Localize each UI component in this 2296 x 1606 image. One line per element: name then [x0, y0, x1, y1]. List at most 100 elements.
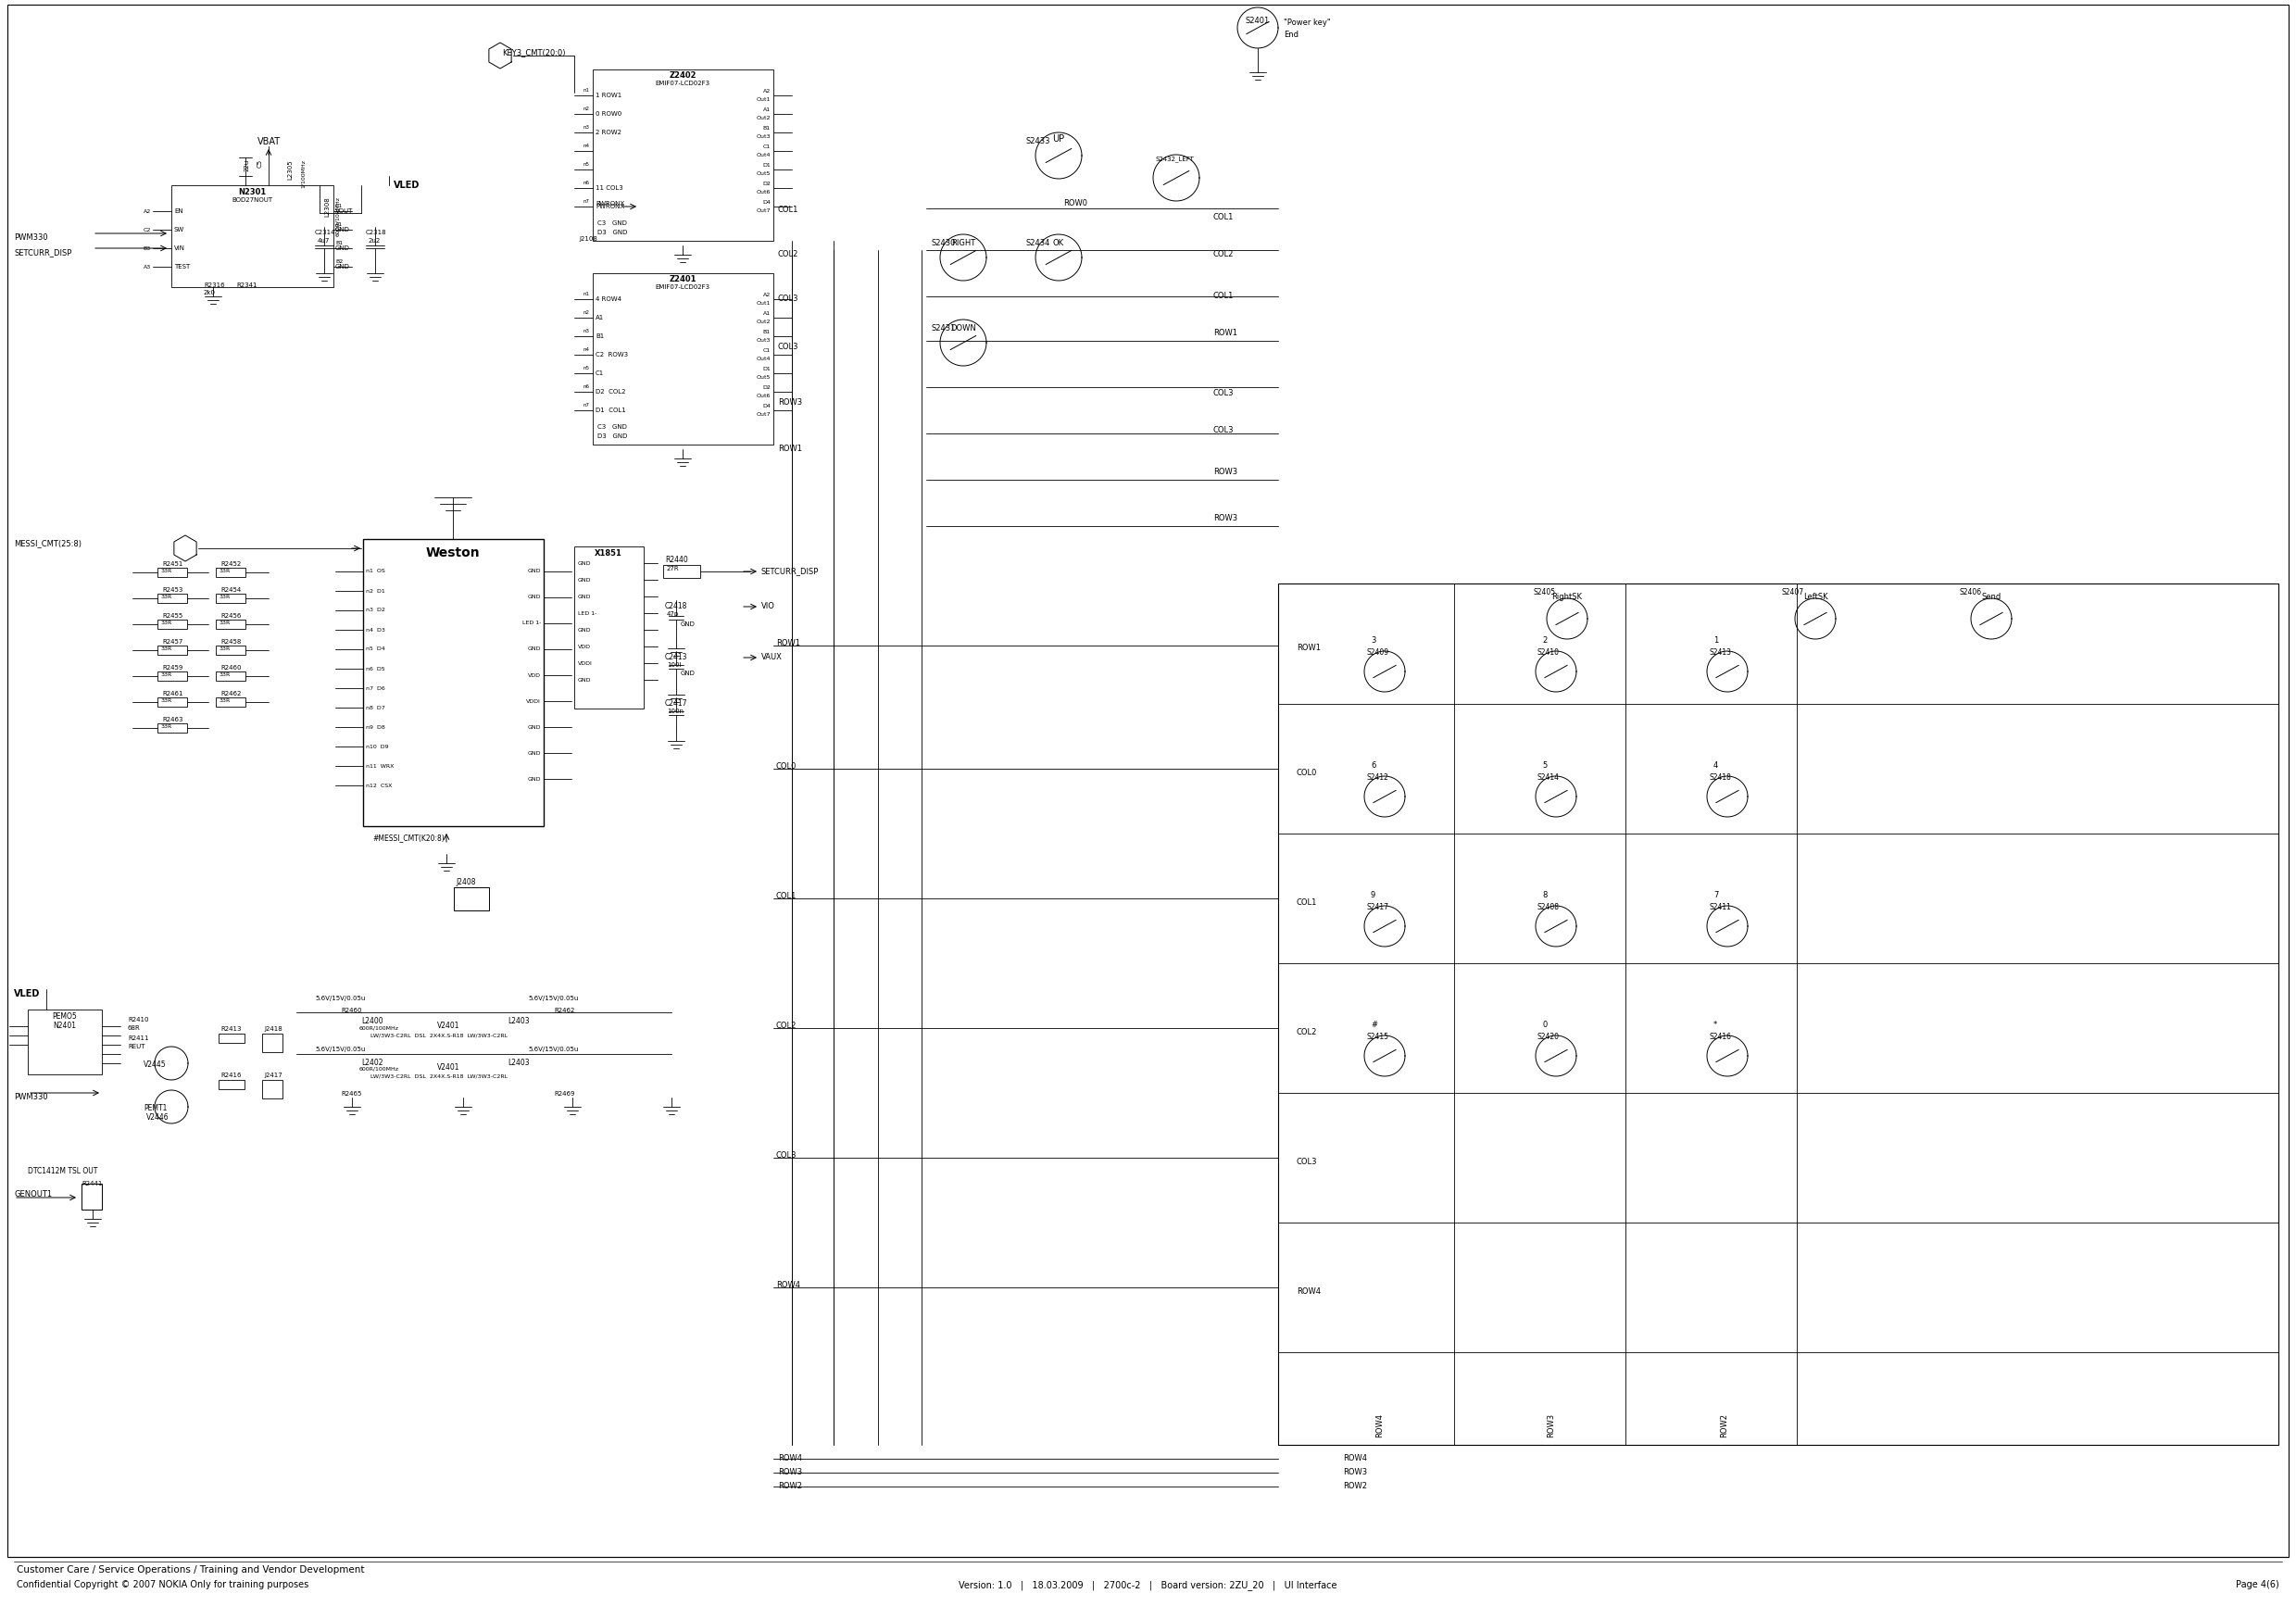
Text: A2: A2 — [762, 88, 771, 93]
Text: VOUT: VOUT — [335, 209, 354, 214]
Text: REUT: REUT — [129, 1044, 145, 1049]
Text: S2407: S2407 — [1782, 588, 1802, 596]
Text: LW/3W3-C2RL  DSL  2X4X.S-R18  LW/3W3-C2RL: LW/3W3-C2RL DSL 2X4X.S-R18 LW/3W3-C2RL — [370, 1074, 507, 1079]
Bar — [218, 1034, 243, 1042]
Text: n4: n4 — [583, 347, 590, 352]
Text: Send: Send — [1981, 593, 2002, 601]
Text: 33R: 33R — [220, 699, 232, 703]
Text: EMIF07-LCD02F3: EMIF07-LCD02F3 — [654, 80, 709, 87]
Text: 33R: 33R — [161, 620, 172, 625]
Text: X1851: X1851 — [595, 549, 622, 557]
Text: 5.6V/15V/0.05u: 5.6V/15V/0.05u — [315, 996, 365, 1001]
Text: 33R: 33R — [161, 569, 172, 573]
Text: Out4: Out4 — [755, 153, 771, 157]
Text: n2: n2 — [583, 310, 590, 315]
Text: PWRONX: PWRONX — [595, 204, 625, 209]
Text: VLED: VLED — [14, 989, 39, 999]
Text: COL2: COL2 — [1297, 1028, 1318, 1036]
Text: n5  D4: n5 D4 — [365, 647, 386, 652]
Text: SETCURR_DISP: SETCURR_DISP — [762, 567, 820, 575]
Text: Out5: Out5 — [755, 376, 771, 379]
Text: Out6: Out6 — [755, 393, 771, 398]
Text: PEMO5: PEMO5 — [53, 1012, 78, 1021]
Text: S2417: S2417 — [1366, 903, 1389, 911]
Text: VBAT: VBAT — [257, 137, 280, 146]
Text: V2401: V2401 — [436, 1063, 459, 1071]
Text: *: * — [1713, 1021, 1717, 1029]
Text: GND: GND — [579, 628, 592, 633]
Text: OK: OK — [1054, 239, 1065, 247]
Text: J2417: J2417 — [264, 1073, 282, 1078]
Text: Out3: Out3 — [755, 337, 771, 342]
Text: S2411: S2411 — [1708, 903, 1731, 911]
Text: ROW1: ROW1 — [1212, 329, 1238, 337]
Text: S2434: S2434 — [1026, 239, 1052, 247]
Text: ROW1: ROW1 — [776, 639, 801, 647]
Text: DTC1412M TSL OUT: DTC1412M TSL OUT — [28, 1168, 99, 1176]
Text: Out3: Out3 — [755, 135, 771, 140]
Text: R2459: R2459 — [163, 665, 184, 671]
Text: R2451: R2451 — [163, 560, 184, 567]
Text: 6: 6 — [1371, 761, 1375, 769]
Text: GND: GND — [528, 596, 542, 599]
Text: ROW4: ROW4 — [778, 1453, 801, 1463]
Text: Out1: Out1 — [755, 98, 771, 101]
Text: C1: C1 — [335, 204, 342, 209]
Text: R2458: R2458 — [220, 639, 241, 644]
Bar — [158, 671, 186, 681]
Text: V2401: V2401 — [436, 1021, 459, 1029]
Text: Out5: Out5 — [755, 172, 771, 177]
Text: R2341: R2341 — [236, 283, 257, 287]
Text: S2432_LEFT: S2432_LEFT — [1155, 156, 1194, 162]
Text: C2314: C2314 — [315, 230, 335, 234]
Text: A1: A1 — [335, 222, 342, 226]
Bar — [592, 273, 774, 445]
Text: Out2: Out2 — [755, 320, 771, 324]
Text: ROW3: ROW3 — [1548, 1413, 1554, 1437]
Text: GND: GND — [528, 647, 542, 652]
Text: B1: B1 — [335, 241, 342, 246]
Text: n7  D6: n7 D6 — [365, 686, 386, 691]
Bar — [455, 887, 489, 911]
Bar — [158, 723, 186, 732]
Text: n1: n1 — [583, 292, 590, 297]
Text: D1: D1 — [762, 366, 771, 371]
Text: LeftSK: LeftSK — [1802, 593, 1828, 601]
Bar — [262, 1079, 282, 1099]
Text: VAUX: VAUX — [762, 654, 783, 662]
Text: A3: A3 — [142, 265, 152, 270]
Text: TEST: TEST — [174, 263, 191, 270]
Text: 600R/100MHz: 600R/100MHz — [335, 196, 340, 236]
Text: D1: D1 — [762, 162, 771, 167]
Text: Z2402: Z2402 — [668, 71, 696, 80]
Text: L2403: L2403 — [507, 1017, 530, 1025]
Text: L2305: L2305 — [287, 159, 292, 180]
Text: VDDI: VDDI — [579, 660, 592, 665]
Text: R2469: R2469 — [553, 1090, 574, 1097]
Text: J2108: J2108 — [579, 236, 597, 243]
Text: S2409: S2409 — [1366, 649, 1389, 657]
Bar — [218, 1079, 243, 1089]
Text: S2412: S2412 — [1366, 774, 1389, 782]
Text: RIGHT: RIGHT — [951, 239, 976, 247]
Text: S2416: S2416 — [1708, 1033, 1731, 1041]
Text: 68R: 68R — [129, 1025, 140, 1031]
Text: 33R: 33R — [161, 647, 172, 650]
Text: 9: 9 — [1371, 891, 1375, 899]
Text: PWRONX: PWRONX — [595, 201, 625, 207]
Text: A1: A1 — [762, 108, 771, 112]
Text: n8  D7: n8 D7 — [365, 705, 386, 710]
Text: J2418: J2418 — [264, 1026, 282, 1031]
Text: COL3: COL3 — [1212, 389, 1235, 397]
Text: KEY3_CMT(20:0): KEY3_CMT(20:0) — [503, 48, 565, 56]
Text: n11  WRX: n11 WRX — [365, 763, 395, 768]
Text: R2462: R2462 — [553, 1007, 574, 1013]
Text: VDDI: VDDI — [526, 699, 542, 703]
Text: S2406: S2406 — [1958, 588, 1981, 596]
Bar — [664, 565, 700, 578]
Text: EN: EN — [174, 209, 184, 214]
Text: 600R/100MHz: 600R/100MHz — [360, 1066, 400, 1071]
Bar — [216, 569, 246, 577]
Text: COL3: COL3 — [776, 1152, 797, 1160]
Text: R2455: R2455 — [163, 613, 184, 618]
